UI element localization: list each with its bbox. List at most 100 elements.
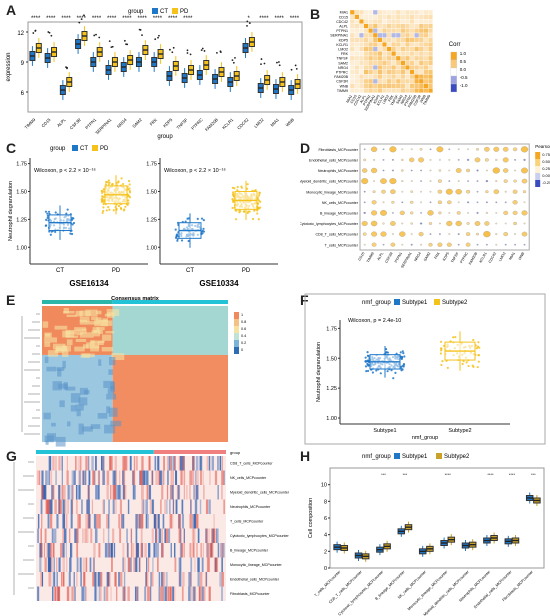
heatmap-cell [409,51,415,57]
heatmap-cell [54,528,57,543]
col-label: CSF3R [384,251,394,264]
heatmap-cell [66,470,69,485]
correlation-dot [521,178,528,184]
heatmap-cell [192,514,196,529]
box-pd-point [104,180,108,184]
consensus-noise [51,422,56,427]
row-label: B_lineage_MCPcounter [320,211,359,215]
heatmap-cell [108,543,111,558]
box-subtype1-point [385,351,388,354]
heatmap-cell [354,28,360,34]
heatmap-cell [386,83,392,89]
heatmap-cell [428,78,433,84]
heatmap-cell [405,14,410,20]
consensus-noise [63,308,69,314]
heatmap-cell [349,46,355,52]
heatmap-cell [172,470,174,485]
heatmap-cell [207,543,210,558]
box-subtype2-point [452,336,455,339]
consensus-noise [101,346,113,352]
row-label: PTPN1 [336,29,348,33]
heatmap-cell [58,557,60,572]
heatmap-cell [368,51,374,57]
consensus-noise [52,381,62,391]
heatmap-cell [363,51,369,57]
correlation-dot [437,189,443,194]
heatmap-cell [428,14,433,20]
box-pd-point [232,192,235,196]
heatmap-cell [85,514,87,529]
correlation-dot [512,189,518,194]
col-label: LMO2 [382,94,390,104]
heatmap-cell [395,14,401,20]
box-subtype2-point [477,360,480,363]
heatmap-cell [223,543,225,558]
correlation-dot [389,178,397,185]
heatmap-cell [208,586,211,601]
heatmap-cell [160,499,162,514]
heatmap-cell [94,470,96,485]
heatmap-cell [130,543,133,558]
heatmap-cell [170,485,173,500]
heatmap-cell [191,528,195,543]
heatmap-cell [52,485,55,500]
box-pd-point [257,207,260,210]
correlation-dot [466,168,471,173]
heatmap-cell [216,528,219,543]
heatmap-cell [372,74,378,80]
x-tick-label: SERPINA1 [94,117,113,136]
heatmap-cell [418,60,424,66]
heatmap-cell [372,42,378,47]
consensus-noise [75,338,87,342]
heatmap-cell [71,485,74,500]
heatmap-cell [405,32,410,38]
correlation-dot [476,148,479,151]
consensus-noise [78,397,88,406]
box-pd-point [101,211,104,214]
heatmap-cell [414,32,420,38]
heatmap-cell [41,572,44,587]
x-tick-label: TIMM9 [24,117,37,130]
heatmap-cell [85,456,88,471]
heatmap-cell [354,74,360,80]
y-tick-label: 0 [324,566,327,572]
correlation-dot [410,243,413,246]
box-ct-point [196,217,199,220]
heatmap-cell [132,470,136,485]
heatmap-cell [141,485,143,500]
heatmap-cell [169,586,172,601]
heatmap-cell [177,514,180,529]
colorbar-segment [535,159,541,166]
heatmap-cell [391,51,397,57]
heatmap-cell [66,514,68,529]
consensus-noise [55,436,66,447]
heatmap-cell [135,557,137,572]
heatmap-cell [382,37,387,43]
colorbar-segment [234,340,239,347]
heatmap-cell [170,470,173,485]
heatmap-cell [405,37,410,43]
heatmap-cell [136,514,138,529]
heatmap-cell [140,470,143,485]
heatmap-cell [58,499,61,514]
correlation-dot [391,233,394,235]
correlation-dot [455,220,462,227]
colorbar-segment [234,326,239,333]
heatmap-cell [210,543,213,558]
heatmap-cell [133,456,136,471]
heatmap-cell [197,557,200,572]
correlation-dot [362,232,367,236]
heatmap-cell [183,528,185,543]
heatmap-cell [64,485,66,500]
heatmap-cell [125,456,128,471]
heatmap-cell [106,572,109,587]
correlation-dot [465,232,471,236]
legend-title: group [128,9,144,15]
correlation-dot [410,190,414,193]
correlation-dot [485,211,489,214]
heatmap-cell [359,9,364,15]
colorbar-tick: 0.5 [460,59,467,64]
heatmap-cell [93,543,96,558]
heatmap-cell [189,514,191,529]
y-axis-label: Neutrophil degranulation [8,181,14,241]
